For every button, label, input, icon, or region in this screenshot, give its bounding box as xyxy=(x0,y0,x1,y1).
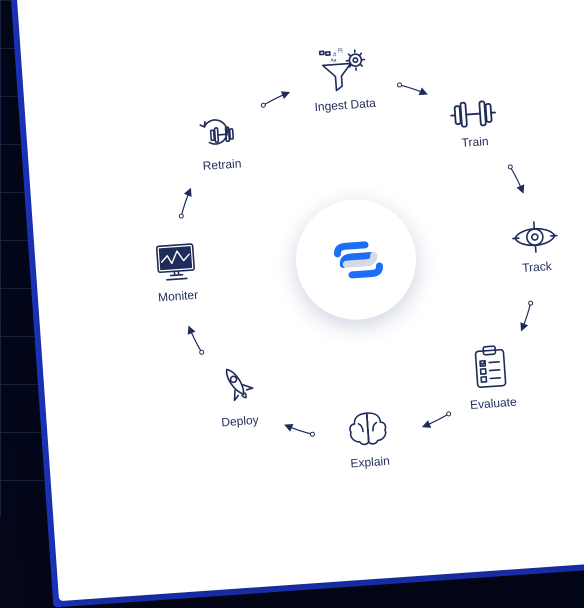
node-deploy: Deploy xyxy=(216,361,261,430)
node-label: Deploy xyxy=(220,413,261,430)
node-label: Track xyxy=(513,258,562,275)
node-label: Evaluate xyxy=(470,395,518,412)
svg-text:円: 円 xyxy=(337,48,342,54)
monitor-chart-icon xyxy=(150,240,201,285)
svg-text:Aa: Aa xyxy=(330,57,337,63)
logo-icon xyxy=(322,231,389,287)
node-train: Train xyxy=(448,97,499,150)
dumbbell-icon xyxy=(448,97,498,130)
card-container: # 円 Aa Ingest Data xyxy=(8,0,584,602)
dumbbell-cycle-icon xyxy=(193,110,246,153)
node-retrain: Retrain xyxy=(193,110,247,173)
node-track: Track xyxy=(510,218,562,275)
rocket-icon xyxy=(216,361,259,410)
node-label: Ingest Data xyxy=(314,96,376,114)
node-monitor: Moniter xyxy=(150,240,202,305)
node-label: Moniter xyxy=(154,287,203,304)
node-ingest: # 円 Aa Ingest Data xyxy=(311,46,377,114)
card: # 円 Aa Ingest Data xyxy=(14,0,584,601)
clipboard-check-icon xyxy=(470,343,511,392)
node-label: Retrain xyxy=(197,156,248,173)
brain-icon xyxy=(344,408,393,451)
node-label: Train xyxy=(451,133,500,150)
center-logo xyxy=(292,196,420,324)
node-explain: Explain xyxy=(344,408,394,471)
node-evaluate: Evaluate xyxy=(466,343,517,412)
funnel-gear-icon: # 円 Aa xyxy=(315,46,370,94)
eye-target-icon xyxy=(510,218,560,255)
node-label: Explain xyxy=(347,453,394,470)
